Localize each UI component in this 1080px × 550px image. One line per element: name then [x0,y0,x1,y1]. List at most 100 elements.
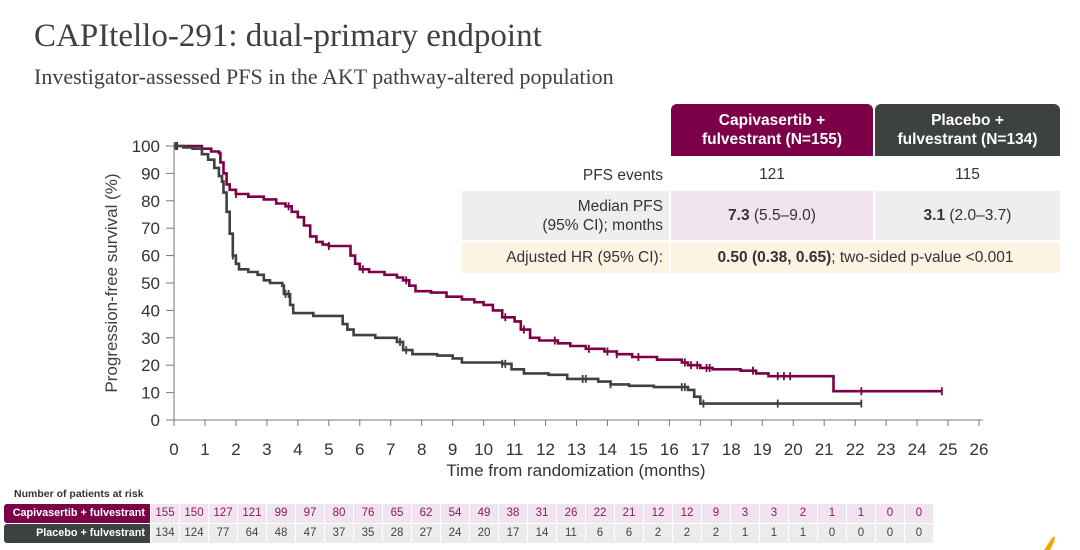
at-risk-cell: 47 [296,524,324,543]
at-risk-row-placebo: Placebo + fulvestrant 134 1 24 77 64 48 47 37 35… [4,524,933,543]
at-risk-cell: 31 [528,504,556,523]
at-risk-cell: 9 [702,504,730,523]
x-tick-label: 3 [262,440,271,459]
at-risk-cell: 24 [441,524,469,543]
x-tick-label: 17 [691,440,710,459]
at-risk-cell: 64 [238,524,266,543]
x-tick-label: 10 [474,440,493,459]
at-risk-cell: 17 [499,524,527,543]
x-tick-label: 13 [567,440,586,459]
x-tick-label: 18 [722,440,741,459]
x-tick-label: 22 [846,440,865,459]
x-tick-label: 9 [448,440,457,459]
x-tick-label: 20 [784,440,803,459]
at-risk-cell: 0 [818,524,846,543]
y-tick-label: 40 [141,301,160,320]
at-risk-cell: 6 [586,524,614,543]
median-pfs-placebo-ci: (2.0–3.7) [945,206,1012,224]
x-tick-label: 14 [598,440,617,459]
at-risk-cell: 0 [876,524,904,543]
header-placebo-line2: fulvestrant (N=134) [897,131,1038,148]
y-tick-label: 10 [141,384,160,403]
median-pfs-label-line2: (95% CI); months [542,216,663,234]
at-risk-cell: 1 [789,524,817,543]
x-tick-label: 24 [908,440,927,459]
at-risk-cell: 54 [441,504,469,523]
y-tick-label: 30 [141,329,160,348]
y-tick-label: 100 [132,137,160,156]
at-risk-cell: 127 [209,504,237,523]
at-risk-cell: 38 [499,504,527,523]
header-placebo-line1: Placebo + [931,112,1004,129]
y-tick-label: 70 [141,219,160,238]
at-risk-cell: 62 [412,504,440,523]
median-pfs-placebo: 3.1 (2.0–3.7) [875,191,1060,240]
placebo-curve [174,144,862,405]
x-tick-label: 6 [355,440,364,459]
at-risk-cell: 14 [528,524,556,543]
x-tick-label: 15 [629,440,648,459]
header-placebo: Placebo + fulvestrant (N=134) [875,104,1060,156]
y-tick-label: 20 [141,356,160,375]
x-tick-label: 11 [506,440,524,459]
at-risk-cell: 12 [644,504,672,523]
chart-curves [174,142,943,408]
at-risk-label-capivasertib: Capivasertib + fulvestrant [4,504,150,523]
at-risk-cell: 0 [876,504,904,523]
median-pfs-label-line1: Median PFS [577,197,663,215]
at-risk-cell: 99 [267,504,295,523]
median-pfs-placebo-value: 3.1 [923,206,946,224]
x-tick-label: 2 [231,440,240,459]
x-tick-label: 8 [417,440,426,459]
at-risk-cell: 12 [673,504,701,523]
x-tick-label: 1 [200,440,209,459]
at-risk-cell: 150 [180,504,208,523]
pfs-events-placebo: 115 [955,166,980,183]
at-risk-cell: 1 [847,504,875,523]
at-risk-cell: 80 [325,504,353,523]
at-risk-cell: 1 [818,504,846,523]
slide-subtitle: Investigator-assessed PFS in the AKT pat… [34,64,614,89]
x-tick-label: 21 [815,440,834,459]
at-risk-cell: 49 [470,504,498,523]
at-risk-cell: 21 [615,504,643,523]
header-capivasertib: Capivasertib + fulvestrant (N=155) [671,104,873,156]
at-risk-cell: 6 [615,524,643,543]
at-risk-cell: 48 [267,524,295,543]
x-tick-label: 4 [293,440,302,459]
hazard-ratio-label: Adjusted HR (95% CI): [462,242,669,273]
pfs-events-capivasertib: 121 [759,166,785,183]
x-tick-label: 23 [877,440,896,459]
y-tick-label: 80 [141,192,160,211]
at-risk-cell: 2 [644,524,672,543]
header-capivasertib-line1: Capivasertib + [718,112,826,129]
pfs-events-label: PFS events [582,166,663,184]
slide-title: CAPItello-291: dual-primary endpoint [34,18,542,54]
y-axis-label: Progression-free survival (%) [102,173,121,392]
x-axis-label: Time from randomization (months) [446,461,705,480]
at-risk-cell: 134 [151,524,179,543]
x-tick-label: 26 [970,440,989,459]
at-risk-cell: 2 [673,524,701,543]
x-tick-label: 7 [386,440,395,459]
x-tick-label: 0 [169,440,178,459]
y-tick-label: 60 [141,247,160,266]
header-capivasertib-line2: fulvestrant (N=155) [702,131,842,148]
median-pfs-capivasertib: 7.3 (5.5–9.0) [671,191,873,240]
at-risk-cell: 77 [209,524,237,543]
y-tick-label: 0 [151,411,160,430]
at-risk-cell: 20 [470,524,498,543]
at-risk-cell: 37 [325,524,353,543]
at-risk-cell: 22 [586,504,614,523]
at-risk-cell: 76 [354,504,382,523]
row-median-pfs: Median PFS (95% CI); months 7.3 (5.5–9.0… [462,191,1060,240]
hazard-ratio-pvalue: ; two-sided p-value <0.001 [831,248,1014,266]
capivasertib-curve [174,144,942,393]
at-risk-cell: 3 [731,504,759,523]
at-risk-label-placebo: Placebo + fulvestrant [4,524,150,543]
at-risk-cell: 0 [905,524,933,543]
at-risk-cell: 35 [354,524,382,543]
x-tick-label: 5 [324,440,333,459]
